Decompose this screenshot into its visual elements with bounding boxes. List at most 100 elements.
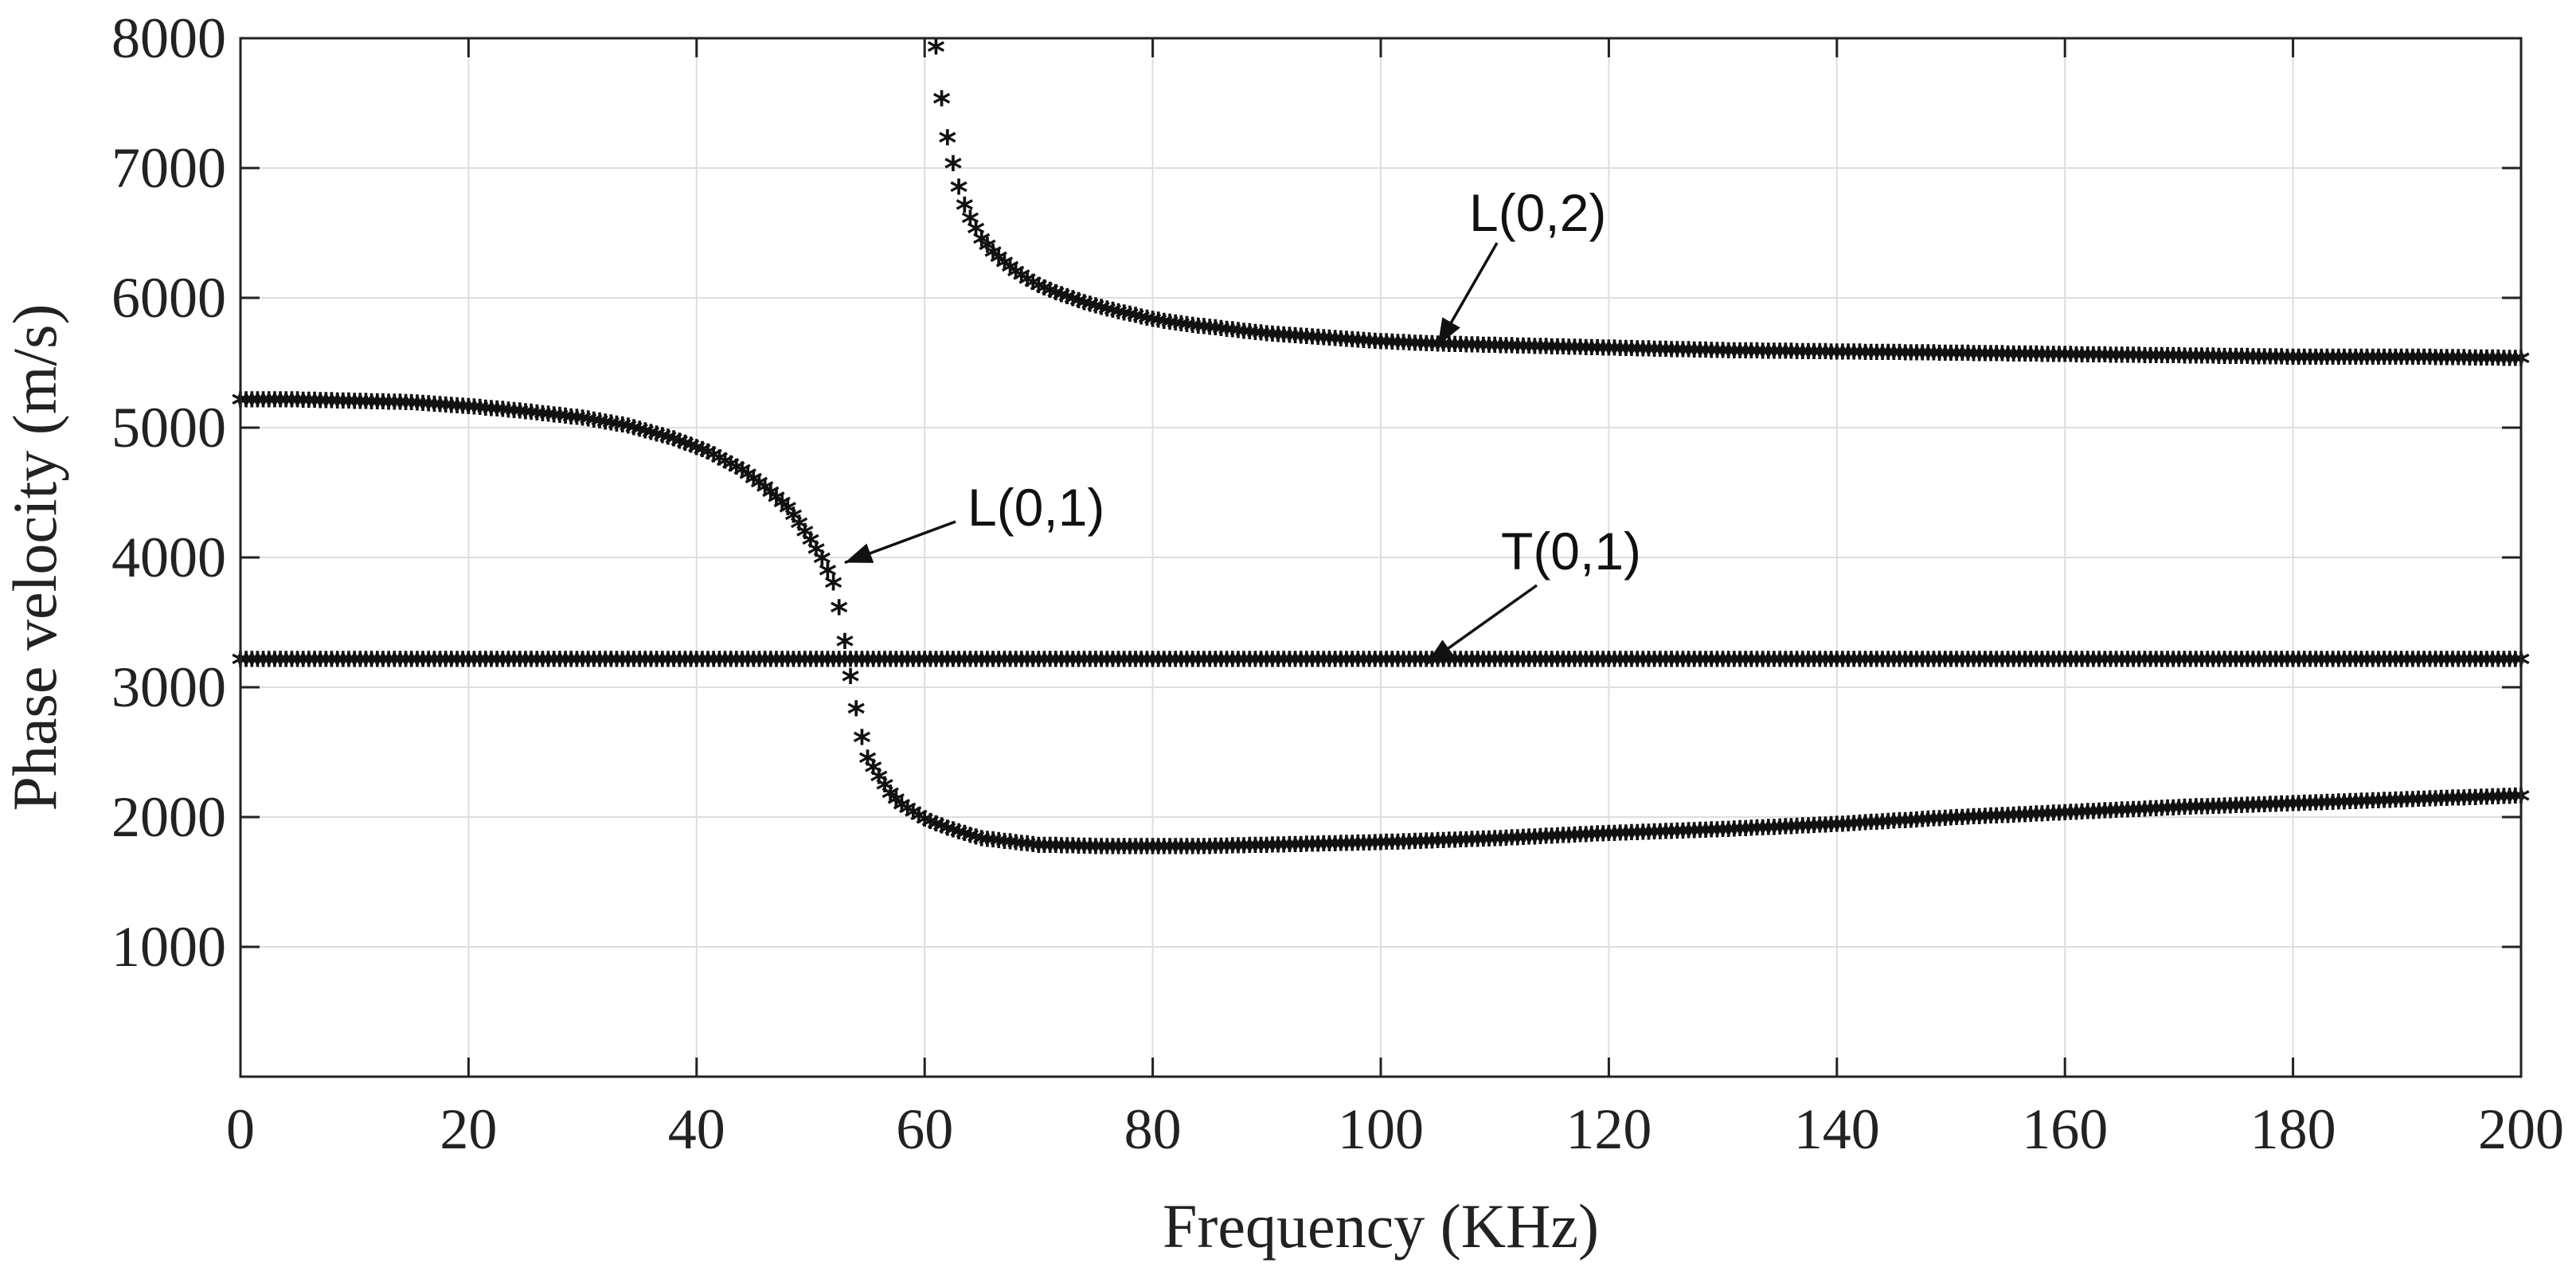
data-point: * [640,645,662,686]
data-point: * [965,822,987,862]
data-point: * [2425,342,2446,383]
data-point: * [2316,788,2338,828]
data-point: * [2134,794,2156,835]
data-point: * [2220,342,2242,382]
data-point: * [259,645,280,686]
data-point: * [469,393,491,433]
data-point: * [1678,816,1699,857]
data-point: * [1838,809,1859,850]
data-point: * [1576,819,1597,860]
data-point: * [960,820,981,861]
data-point: * [1353,828,1374,869]
data-point: * [566,645,588,686]
data-point: * [2419,342,2441,383]
data-point: * [1279,830,1300,870]
data-point: * [2043,799,2065,839]
data-point: * [618,411,639,452]
data-point: * [1091,831,1112,872]
data-point: * [1324,829,1346,870]
data-point: * [1638,817,1659,858]
data-point: * [1901,338,1922,378]
data-point: * [1096,295,1118,335]
data-point: * [623,645,645,686]
data-point: * [1257,319,1278,360]
data-point: * [241,385,263,426]
data-point: * [1678,335,1699,376]
data-point: * [566,403,588,444]
data-point: * [2248,790,2269,831]
data-point: * [2465,783,2486,823]
data-point: * [726,645,748,686]
data-point: * [1331,829,1352,870]
data-point: * [1621,334,1643,374]
data-point: * [378,387,400,428]
data-point: * [1706,815,1728,855]
data-point: * [2060,340,2082,381]
data-point: * [350,386,371,427]
data-point: * [909,801,930,842]
data-point: * [1969,338,1991,379]
data-point: * [1302,829,1323,870]
data-point: * [1507,331,1529,372]
data-point: * [2037,339,2058,380]
data-point: * [1405,827,1426,867]
data-point: * [2499,781,2520,822]
data-point: * [703,645,725,686]
data-point: * [817,556,838,596]
data-point: * [1519,823,1540,863]
data-point: * [1849,808,1870,849]
x-tick-label: 60 [896,1097,953,1161]
data-point: * [367,645,389,686]
data-point: * [840,645,862,686]
data-point: * [2248,342,2269,382]
data-point: * [2179,792,2201,833]
data-point: * [555,645,577,686]
data-point: * [1233,831,1255,871]
data-point: * [1284,321,1306,362]
data-point: * [1952,338,1973,379]
data-point: * [1695,335,1717,376]
data-point: * [1712,336,1734,377]
data-point: * [811,544,833,585]
data-point: * [2476,782,2498,823]
data-point: * [2390,342,2412,383]
data-point: * [458,645,479,686]
data-point: * [2043,339,2065,380]
data-point: * [1941,804,1962,844]
data-point: * [1542,332,1563,373]
data-point: * [1621,818,1643,858]
data-point: * [2197,342,2218,382]
data-point: * [310,645,331,686]
data-point: * [1410,827,1432,867]
data-point: * [1781,337,1802,377]
data-point: * [948,172,970,213]
data-point: * [971,824,993,865]
data-point: * [1125,301,1147,342]
data-point: * [2397,785,2418,826]
data-point: * [1091,293,1112,334]
data-point: * [795,517,816,557]
data-point: * [1867,338,1888,378]
data-point: * [1279,320,1300,361]
data-point: * [326,645,348,686]
data-point: * [988,242,1010,283]
x-tick-label: 180 [2250,1097,2336,1161]
data-point: * [1883,807,1905,847]
data-point: * [2094,340,2116,381]
y-tick-label: 4000 [111,526,226,589]
data-point: * [299,645,320,686]
data-point: * [2408,784,2429,825]
data-point: * [1358,828,1380,869]
data-point: * [1336,324,1358,365]
data-point: * [1131,831,1152,872]
data-point: * [1473,824,1495,865]
data-point: * [521,397,542,438]
data-point: * [1342,828,1363,869]
data-point: * [772,487,793,528]
data-point: * [2294,342,2316,383]
data-point: * [1370,827,1392,868]
data-point: * [1952,803,1973,843]
data-point: * [869,645,890,686]
data-point: * [2265,789,2287,830]
data-point: * [1125,831,1147,872]
